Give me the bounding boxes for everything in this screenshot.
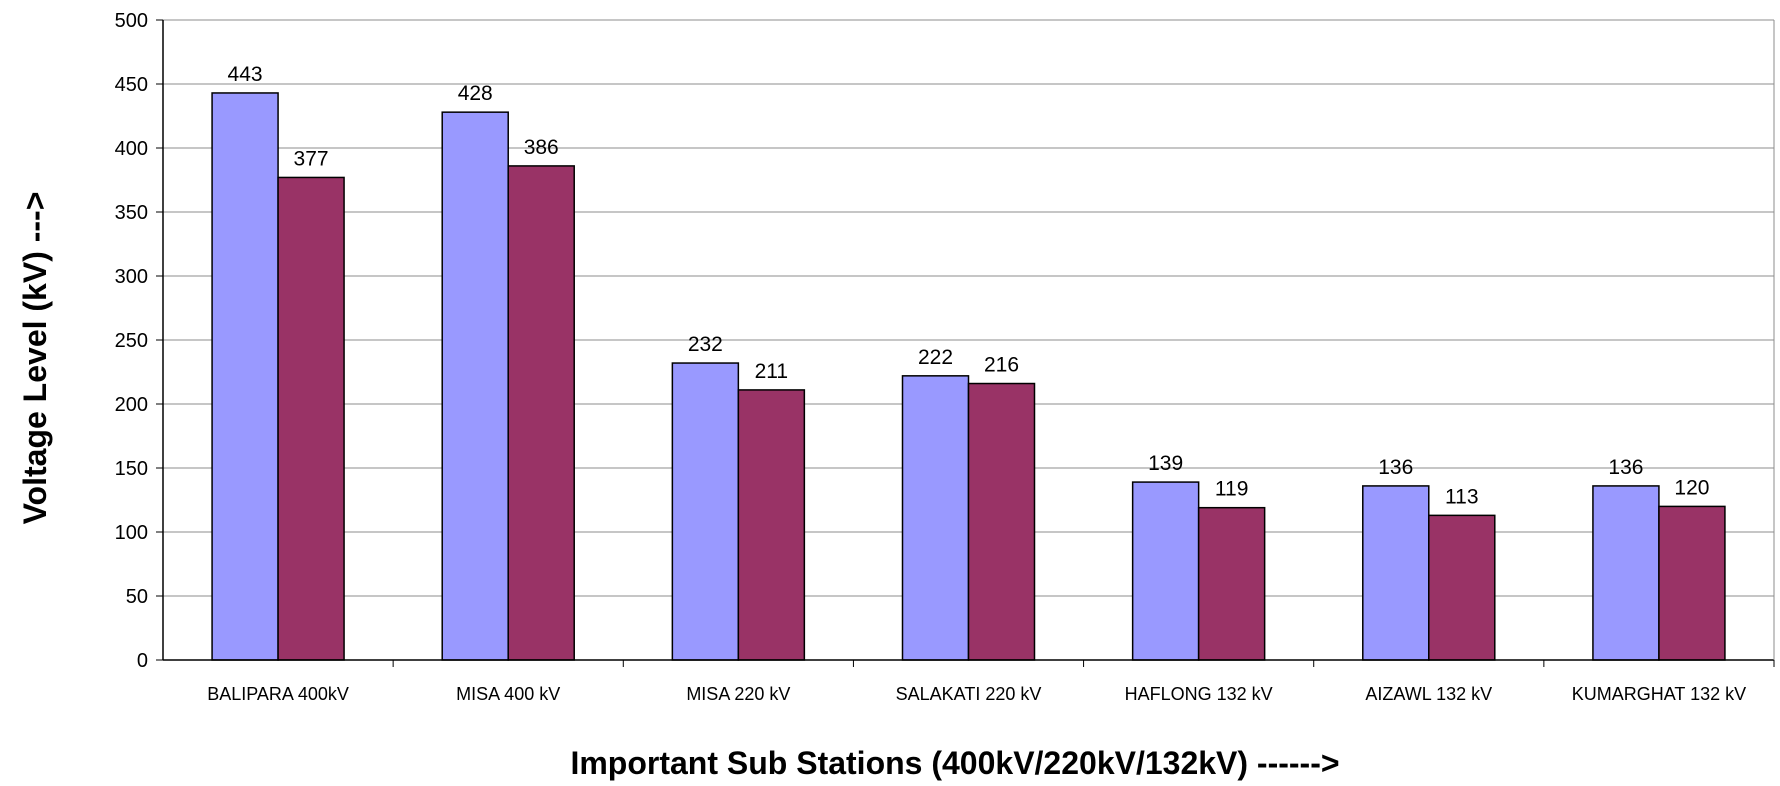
bars <box>211 92 1726 661</box>
data-label: 139 <box>1148 452 1183 475</box>
data-label: 386 <box>524 136 559 159</box>
x-category-label: BALIPARA 400kV <box>207 684 349 704</box>
y-tick-label: 450 <box>115 74 148 96</box>
x-category-label: KUMARGHAT 132 kV <box>1572 684 1746 704</box>
bar <box>967 382 1036 661</box>
y-tick-label: 250 <box>115 330 148 352</box>
y-tick-label: 350 <box>115 202 148 224</box>
data-label: 120 <box>1674 476 1709 499</box>
bar <box>1658 505 1726 661</box>
x-axis-categories: BALIPARA 400kV MISA 400 kV MISA 220 kV SALA… <box>207 684 1746 704</box>
y-tick-label: 50 <box>126 586 148 608</box>
bar <box>1592 485 1660 661</box>
y-tick-label: 300 <box>115 266 148 288</box>
data-label: 113 <box>1445 485 1478 508</box>
y-tick-label: 100 <box>115 522 148 544</box>
bar <box>1131 481 1200 661</box>
data-labels: 443 377 428 386 232 211 222 216 139 119 136 113 136 1… <box>228 63 1710 508</box>
bar <box>507 165 575 661</box>
bar <box>737 389 806 661</box>
x-axis-title: Important Sub Stations (400kV/220kV/132k… <box>570 745 1339 781</box>
y-axis-title: Voltage Level (kV) ---> <box>17 192 53 525</box>
x-category-label: MISA 220 kV <box>686 684 790 704</box>
x-category-label: AIZAWL 132 kV <box>1365 684 1492 704</box>
data-label: 211 <box>755 360 788 383</box>
y-tick-label: 0 <box>137 650 148 672</box>
bar <box>1197 506 1266 661</box>
data-label: 136 <box>1608 456 1643 479</box>
axes <box>156 19 1775 667</box>
x-category-label: MISA 400 kV <box>456 684 560 704</box>
data-label: 443 <box>228 63 263 86</box>
data-label: 377 <box>294 147 329 170</box>
bar <box>211 92 279 661</box>
data-label: 119 <box>1215 478 1248 501</box>
data-label: 428 <box>458 82 493 105</box>
data-label: 222 <box>918 346 953 369</box>
data-label: 216 <box>984 354 1019 377</box>
bar <box>671 362 740 661</box>
y-tick-label: 400 <box>115 138 148 160</box>
y-tick-label: 200 <box>115 394 148 416</box>
y-axis-ticks: 0 50 100 150 200 250 300 350 400 450 500 <box>115 10 148 672</box>
bar <box>1362 485 1430 661</box>
data-label: 136 <box>1378 456 1413 479</box>
gridlines <box>163 19 1774 597</box>
bar <box>277 176 345 661</box>
y-tick-label: 500 <box>115 10 148 32</box>
y-tick-label: 150 <box>115 458 148 480</box>
bar <box>901 375 970 661</box>
bar <box>441 111 509 661</box>
data-label: 232 <box>688 333 723 356</box>
bar <box>1428 514 1496 661</box>
x-category-label: HAFLONG 132 kV <box>1125 684 1273 704</box>
x-category-label: SALAKATI 220 kV <box>896 684 1042 704</box>
